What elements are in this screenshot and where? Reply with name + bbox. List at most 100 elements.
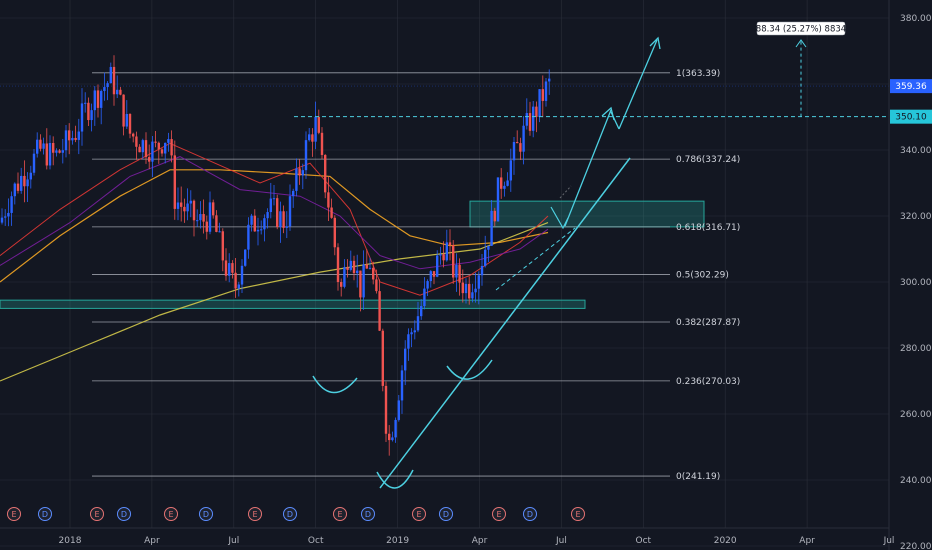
dividend-marker[interactable]: D [361, 507, 375, 521]
candle-body [167, 139, 170, 143]
candle-body [148, 157, 151, 162]
candle-body [295, 168, 298, 191]
candle-body [461, 282, 464, 294]
candle-body [416, 316, 420, 331]
candle-body [208, 202, 212, 232]
dividend-marker[interactable]: D [439, 507, 453, 521]
candle-body [362, 264, 365, 298]
earnings-marker[interactable]: E [164, 507, 178, 521]
dividend-marker[interactable]: D [117, 507, 131, 521]
candle-body [256, 229, 260, 232]
channel-dashed [495, 227, 576, 291]
candle-body [516, 141, 519, 144]
fibonacci-levels: 0(241.19) 0.236(270.03) 0.382(287.87) 0.5(3… [92, 69, 740, 482]
candle-body [407, 334, 410, 349]
y-tick-label: 280.00 [900, 344, 932, 354]
candle-body [240, 265, 244, 285]
candle-body [538, 89, 541, 117]
candle-body [84, 102, 87, 104]
dividend-marker[interactable]: D [523, 507, 537, 521]
candle-body [263, 218, 266, 230]
candle-body [61, 150, 64, 153]
dividend-marker[interactable]: D [199, 507, 213, 521]
candle-body [400, 370, 404, 401]
svg-text:D: D [203, 510, 209, 519]
candle-body [7, 212, 10, 217]
candle-body [80, 103, 84, 132]
candle-body [64, 130, 68, 151]
x-tick-label: Jul [883, 536, 895, 546]
candle-body [423, 288, 426, 307]
svg-text:E: E [252, 510, 257, 519]
y-tick-label: 260.00 [900, 410, 932, 420]
price-axis[interactable]: 220.00 240.00 260.00 280.00 300.00 320.00 340.… [888, 0, 932, 550]
neckline-zone [0, 299, 586, 309]
candle-body [474, 288, 477, 293]
candle-body [404, 348, 407, 371]
candle-body [500, 177, 503, 189]
candle-body [477, 275, 480, 289]
candle-body [336, 247, 340, 283]
candle-body [388, 433, 391, 441]
projection-pullback [610, 111, 620, 130]
earnings-marker[interactable]: E [248, 507, 262, 521]
candle-body [100, 91, 103, 108]
svg-text:D: D [42, 510, 48, 519]
candle-body [58, 150, 61, 153]
fib-label: 0.5(302.29) [676, 270, 729, 280]
head-arc [376, 469, 414, 489]
candle-body [253, 215, 256, 232]
fib-label: 0(241.19) [676, 472, 720, 482]
trendline [379, 157, 631, 489]
projection-arrow-1 [564, 109, 612, 227]
candle-body [442, 254, 445, 261]
candle-body [314, 116, 317, 142]
candle-body [237, 284, 240, 289]
candle-body [260, 229, 263, 231]
candle-body [365, 264, 368, 269]
candle-body [375, 279, 378, 292]
candle-body [292, 190, 295, 197]
candle-body [496, 177, 500, 222]
x-tick-label: Jul [227, 536, 239, 546]
candle-body [541, 89, 544, 101]
dividend-marker[interactable]: D [38, 507, 52, 521]
candle-body [304, 140, 308, 171]
candle-body [432, 271, 436, 277]
time-axis[interactable]: 2018 Apr Jul Oct 2019 Apr Jul Oct 2020 Apr Jul [0, 527, 895, 546]
candle-body [176, 202, 180, 209]
fib-label: 0.618(316.71) [676, 223, 740, 233]
candle-body [368, 267, 372, 269]
y-tick-label: 300.00 [900, 278, 932, 288]
candle-body [320, 132, 324, 155]
price-lines [0, 85, 889, 87]
earnings-marker[interactable]: E [492, 507, 506, 521]
candle-body [247, 224, 250, 250]
candle-body [522, 125, 525, 152]
candle-body [282, 211, 285, 228]
svg-text:D: D [443, 510, 449, 519]
candle-body [106, 83, 109, 88]
earnings-marker[interactable]: E [333, 507, 347, 521]
candle-body [356, 270, 359, 274]
x-tick-label: 2020 [714, 536, 737, 546]
candle-body [250, 215, 253, 225]
candle-body [276, 198, 279, 227]
candle-body [218, 231, 221, 233]
dividend-marker[interactable]: D [283, 507, 297, 521]
candle-body [116, 89, 119, 95]
earnings-marker[interactable]: E [571, 507, 585, 521]
candle-body [109, 66, 112, 84]
earnings-marker[interactable]: E [90, 507, 104, 521]
svg-text:E: E [496, 510, 501, 519]
candle-body [96, 90, 100, 108]
candle-body [52, 142, 55, 153]
candle-body [13, 183, 16, 197]
candle-body [154, 141, 157, 143]
candle-body [548, 78, 551, 82]
earnings-marker[interactable]: E [7, 507, 21, 521]
earnings-marker[interactable]: E [412, 507, 426, 521]
candle-body [464, 283, 468, 294]
